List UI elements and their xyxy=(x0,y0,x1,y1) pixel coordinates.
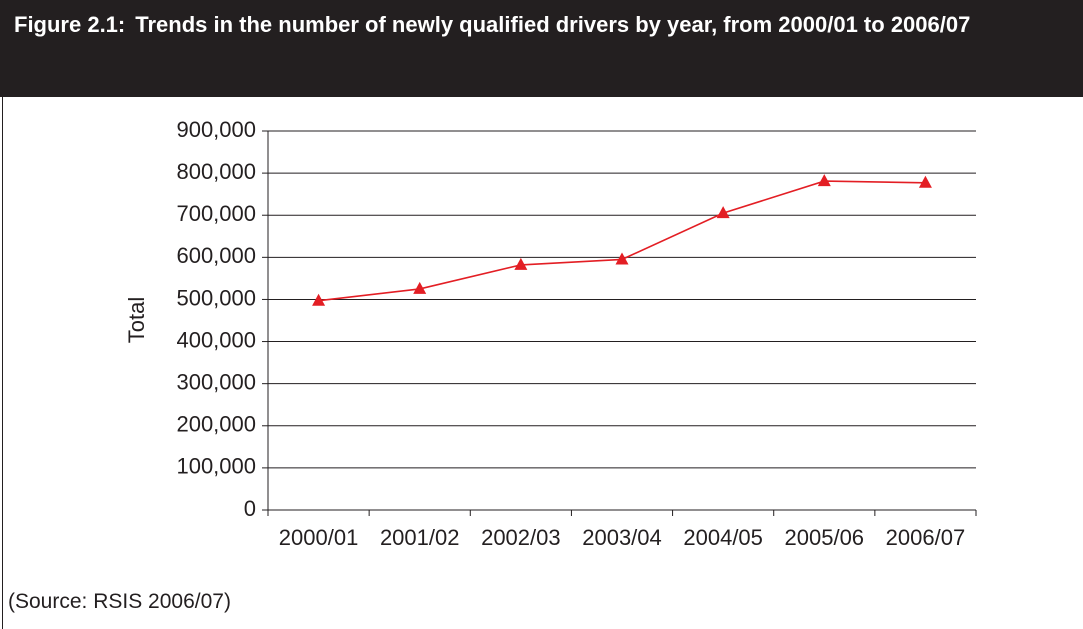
figure-header: Figure 2.1: Trends in the number of newl… xyxy=(0,0,1083,97)
frame-line xyxy=(2,97,3,629)
data-point xyxy=(817,174,831,187)
data-point xyxy=(716,206,730,219)
x-tick-label: 2001/02 xyxy=(380,525,460,550)
y-tick-label: 500,000 xyxy=(176,285,256,310)
x-tick-label: 2006/07 xyxy=(886,525,966,550)
y-tick-label: 700,000 xyxy=(176,201,256,226)
data-point xyxy=(514,257,528,270)
y-axis-label: Total xyxy=(124,297,149,343)
data-line xyxy=(318,180,926,302)
y-tick-label: 200,000 xyxy=(176,412,256,437)
y-tick-label: 600,000 xyxy=(176,243,256,268)
x-tick-label: 2005/06 xyxy=(785,525,865,550)
x-tick-label: 2002/03 xyxy=(481,525,561,550)
data-point xyxy=(413,281,427,294)
y-tick-label: 0 xyxy=(244,496,256,521)
data-point xyxy=(615,252,629,265)
figure-label: Figure 2.1: xyxy=(14,12,126,37)
y-tick-label: 400,000 xyxy=(176,327,256,352)
x-tick-label: 2004/05 xyxy=(683,525,763,550)
y-tick-label: 800,000 xyxy=(176,159,256,184)
chart-title: Trends in the number of newly qualified … xyxy=(135,12,971,37)
x-tick-label: 2000/01 xyxy=(279,525,359,550)
y-tick-label: 900,000 xyxy=(176,117,256,142)
data-point xyxy=(312,293,326,306)
y-tick-label: 300,000 xyxy=(176,369,256,394)
y-tick-label: 100,000 xyxy=(176,454,256,479)
x-tick-label: 2003/04 xyxy=(582,525,662,550)
source-note: (Source: RSIS 2006/07) xyxy=(8,590,231,613)
data-point xyxy=(918,175,932,188)
